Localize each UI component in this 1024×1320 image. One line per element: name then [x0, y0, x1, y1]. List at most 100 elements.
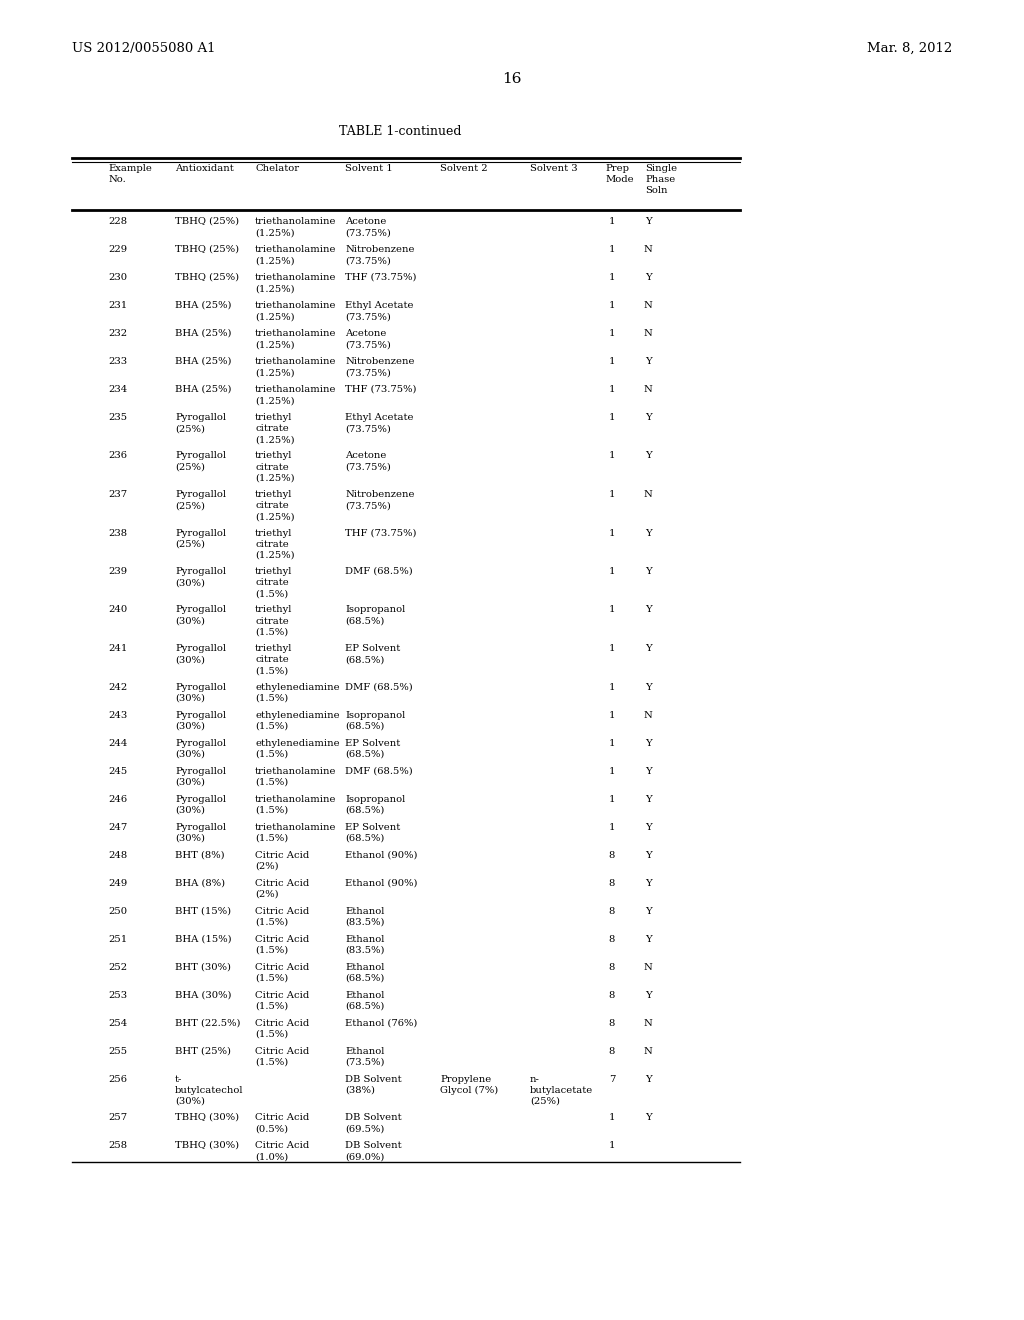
Text: Ethanol
(73.5%): Ethanol (73.5%) [345, 1047, 384, 1067]
Text: BHA (25%): BHA (25%) [175, 301, 231, 310]
Text: 232: 232 [108, 329, 127, 338]
Text: 248: 248 [108, 850, 127, 859]
Text: 252: 252 [108, 962, 127, 972]
Text: Citric Acid
(1.5%): Citric Acid (1.5%) [255, 935, 309, 954]
Text: 237: 237 [108, 490, 127, 499]
Text: N: N [644, 385, 652, 393]
Text: Single
Phase
Soln: Single Phase Soln [645, 164, 677, 195]
Text: Nitrobenzene
(73.75%): Nitrobenzene (73.75%) [345, 356, 415, 378]
Text: 1: 1 [608, 451, 615, 461]
Text: Nitrobenzene
(73.75%): Nitrobenzene (73.75%) [345, 246, 415, 265]
Text: triethyl
citrate
(1.5%): triethyl citrate (1.5%) [255, 644, 293, 676]
Text: Citric Acid
(2%): Citric Acid (2%) [255, 879, 309, 899]
Text: 247: 247 [108, 822, 127, 832]
Text: BHT (30%): BHT (30%) [175, 962, 231, 972]
Text: 250: 250 [108, 907, 127, 916]
Text: Acetone
(73.75%): Acetone (73.75%) [345, 451, 391, 471]
Text: Y: Y [645, 356, 651, 366]
Text: 8: 8 [609, 962, 615, 972]
Text: 8: 8 [609, 879, 615, 887]
Text: TABLE 1-continued: TABLE 1-continued [339, 125, 461, 139]
Text: N: N [644, 329, 652, 338]
Text: 1: 1 [608, 413, 615, 422]
Text: THF (73.75%): THF (73.75%) [345, 528, 417, 537]
Text: 1: 1 [608, 356, 615, 366]
Text: Ethanol
(68.5%): Ethanol (68.5%) [345, 990, 384, 1011]
Text: 238: 238 [108, 528, 127, 537]
Text: Solvent 3: Solvent 3 [530, 164, 578, 173]
Text: 239: 239 [108, 568, 127, 576]
Text: Y: Y [645, 273, 651, 282]
Text: TBHQ (25%): TBHQ (25%) [175, 216, 240, 226]
Text: Y: Y [645, 451, 651, 461]
Text: Y: Y [645, 907, 651, 916]
Text: Ethyl Acetate
(73.75%): Ethyl Acetate (73.75%) [345, 301, 414, 321]
Text: US 2012/0055080 A1: US 2012/0055080 A1 [72, 42, 215, 55]
Text: t-
butylcatechol
(30%): t- butylcatechol (30%) [175, 1074, 244, 1106]
Text: THF (73.75%): THF (73.75%) [345, 385, 417, 393]
Text: 1: 1 [608, 767, 615, 776]
Text: 245: 245 [108, 767, 127, 776]
Text: BHA (30%): BHA (30%) [175, 990, 231, 999]
Text: Pyrogallol
(25%): Pyrogallol (25%) [175, 413, 226, 433]
Text: 1: 1 [608, 490, 615, 499]
Text: Ethanol (90%): Ethanol (90%) [345, 879, 418, 887]
Text: Pyrogallol
(30%): Pyrogallol (30%) [175, 822, 226, 842]
Text: ethylenediamine
(1.5%): ethylenediamine (1.5%) [255, 682, 340, 702]
Text: 1: 1 [608, 301, 615, 310]
Text: BHT (22.5%): BHT (22.5%) [175, 1019, 241, 1027]
Text: BHA (25%): BHA (25%) [175, 356, 231, 366]
Text: BHA (15%): BHA (15%) [175, 935, 231, 944]
Text: Nitrobenzene
(73.75%): Nitrobenzene (73.75%) [345, 490, 415, 510]
Text: Pyrogallol
(30%): Pyrogallol (30%) [175, 644, 226, 664]
Text: Acetone
(73.75%): Acetone (73.75%) [345, 329, 391, 348]
Text: Y: Y [645, 528, 651, 537]
Text: Ethanol
(83.5%): Ethanol (83.5%) [345, 907, 384, 927]
Text: Y: Y [645, 1113, 651, 1122]
Text: 1: 1 [608, 795, 615, 804]
Text: triethanolamine
(1.5%): triethanolamine (1.5%) [255, 822, 337, 842]
Text: 1: 1 [608, 710, 615, 719]
Text: Ethanol
(83.5%): Ethanol (83.5%) [345, 935, 384, 954]
Text: 246: 246 [108, 795, 127, 804]
Text: 1: 1 [608, 273, 615, 282]
Text: Pyrogallol
(30%): Pyrogallol (30%) [175, 738, 226, 759]
Text: 244: 244 [108, 738, 127, 747]
Text: Pyrogallol
(30%): Pyrogallol (30%) [175, 795, 226, 814]
Text: 1: 1 [608, 1140, 615, 1150]
Text: 253: 253 [108, 990, 127, 999]
Text: triethanolamine
(1.25%): triethanolamine (1.25%) [255, 301, 337, 321]
Text: triethanolamine
(1.25%): triethanolamine (1.25%) [255, 216, 337, 238]
Text: 241: 241 [108, 644, 127, 653]
Text: Y: Y [645, 879, 651, 887]
Text: Y: Y [645, 413, 651, 422]
Text: 1: 1 [608, 644, 615, 653]
Text: triethyl
citrate
(1.5%): triethyl citrate (1.5%) [255, 568, 293, 598]
Text: 229: 229 [108, 246, 127, 253]
Text: 1: 1 [608, 682, 615, 692]
Text: Mar. 8, 2012: Mar. 8, 2012 [866, 42, 952, 55]
Text: Example
No.: Example No. [108, 164, 152, 183]
Text: triethanolamine
(1.5%): triethanolamine (1.5%) [255, 767, 337, 787]
Text: Y: Y [645, 990, 651, 999]
Text: 230: 230 [108, 273, 127, 282]
Text: Y: Y [645, 606, 651, 615]
Text: Pyrogallol
(30%): Pyrogallol (30%) [175, 568, 226, 587]
Text: EP Solvent
(68.5%): EP Solvent (68.5%) [345, 738, 400, 759]
Text: triethanolamine
(1.5%): triethanolamine (1.5%) [255, 795, 337, 814]
Text: 235: 235 [108, 413, 127, 422]
Text: 8: 8 [609, 935, 615, 944]
Text: 243: 243 [108, 710, 127, 719]
Text: 254: 254 [108, 1019, 127, 1027]
Text: N: N [644, 710, 652, 719]
Text: 1: 1 [608, 329, 615, 338]
Text: 1: 1 [608, 568, 615, 576]
Text: 231: 231 [108, 301, 127, 310]
Text: Ethanol
(68.5%): Ethanol (68.5%) [345, 962, 384, 982]
Text: DB Solvent
(69.5%): DB Solvent (69.5%) [345, 1113, 401, 1133]
Text: Acetone
(73.75%): Acetone (73.75%) [345, 216, 391, 238]
Text: Y: Y [645, 795, 651, 804]
Text: Citric Acid
(2%): Citric Acid (2%) [255, 850, 309, 871]
Text: Chelator: Chelator [255, 164, 299, 173]
Text: Pyrogallol
(30%): Pyrogallol (30%) [175, 767, 226, 787]
